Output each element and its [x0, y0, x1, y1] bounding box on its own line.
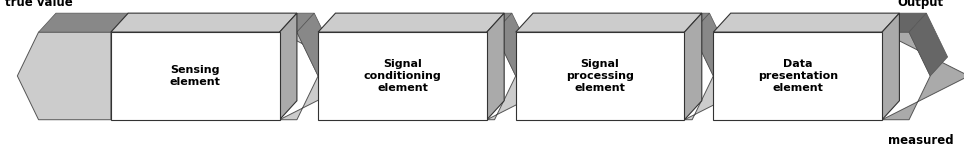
Polygon shape: [882, 13, 899, 120]
Polygon shape: [280, 13, 297, 120]
Polygon shape: [684, 13, 710, 32]
Polygon shape: [17, 32, 111, 120]
Polygon shape: [280, 32, 366, 120]
Polygon shape: [39, 13, 128, 32]
Polygon shape: [487, 32, 574, 120]
Bar: [318, 32, 487, 120]
Text: Sensing
element: Sensing element: [170, 65, 221, 87]
Text: true value: true value: [5, 0, 72, 9]
Polygon shape: [713, 13, 899, 32]
Polygon shape: [882, 32, 964, 120]
Polygon shape: [909, 13, 948, 76]
Polygon shape: [684, 32, 771, 120]
Text: measured
value: measured value: [888, 134, 953, 146]
Polygon shape: [297, 13, 335, 76]
Text: Signal
processing
element: Signal processing element: [566, 59, 634, 93]
Text: Data
presentation
element: Data presentation element: [758, 59, 838, 93]
Text: Signal
conditioning
element: Signal conditioning element: [363, 59, 442, 93]
Polygon shape: [684, 13, 702, 120]
Bar: [713, 32, 882, 120]
Polygon shape: [487, 13, 504, 120]
Bar: [516, 32, 684, 120]
Polygon shape: [280, 13, 314, 32]
Polygon shape: [111, 13, 297, 32]
Bar: [111, 32, 280, 120]
Polygon shape: [487, 13, 512, 32]
Polygon shape: [516, 13, 702, 32]
Text: Output: Output: [897, 0, 944, 9]
Polygon shape: [318, 13, 504, 32]
Polygon shape: [495, 13, 533, 76]
Polygon shape: [882, 13, 926, 32]
Polygon shape: [692, 13, 731, 76]
